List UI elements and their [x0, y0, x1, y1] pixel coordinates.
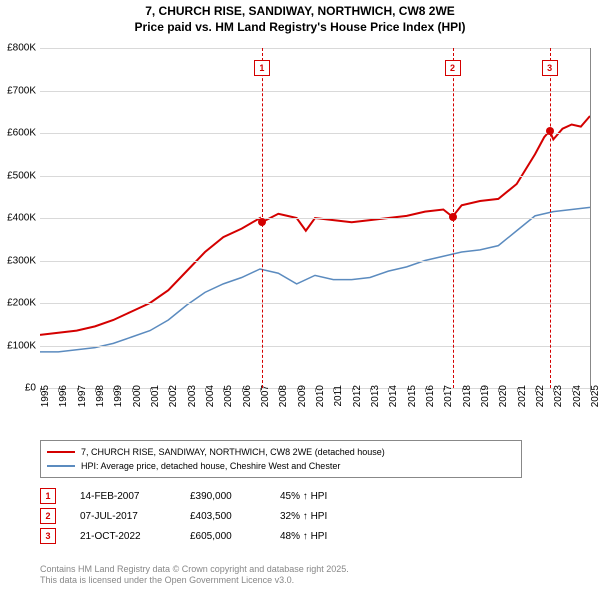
- gridline: [40, 218, 590, 219]
- x-tick-label: 2006: [242, 385, 253, 415]
- event-marker-box: 2: [445, 60, 461, 76]
- gridline: [40, 176, 590, 177]
- event-marker-box: 1: [254, 60, 270, 76]
- chart-area: £0£100K£200K£300K£400K£500K£600K£700K£80…: [40, 48, 590, 408]
- copyright-footer: Contains HM Land Registry data © Crown c…: [40, 564, 349, 586]
- x-tick-label: 2000: [132, 385, 143, 415]
- footer-line-2: This data is licensed under the Open Gov…: [40, 575, 294, 585]
- y-tick-label: £300K: [0, 255, 36, 266]
- x-tick-label: 2023: [553, 385, 564, 415]
- y-tick-label: £700K: [0, 85, 36, 96]
- x-tick-label: 2007: [260, 385, 271, 415]
- title-line-1: 7, CHURCH RISE, SANDIWAY, NORTHWICH, CW8…: [145, 4, 455, 18]
- y-tick-label: £100K: [0, 340, 36, 351]
- x-tick-label: 2005: [223, 385, 234, 415]
- legend-swatch: [47, 451, 75, 453]
- event-pct: 48% ↑ HPI: [280, 531, 390, 542]
- x-tick-label: 2004: [205, 385, 216, 415]
- event-data-point: [546, 127, 554, 135]
- gridline: [40, 133, 590, 134]
- title-line-2: Price paid vs. HM Land Registry's House …: [135, 20, 466, 34]
- x-tick-label: 1996: [58, 385, 69, 415]
- event-number-box: 2: [40, 508, 56, 524]
- x-tick-label: 1999: [113, 385, 124, 415]
- event-row: 3 21-OCT-2022£605,00048% ↑ HPI: [40, 526, 390, 546]
- y-tick-label: £400K: [0, 213, 36, 224]
- y-tick-label: £600K: [0, 128, 36, 139]
- x-tick-label: 2020: [498, 385, 509, 415]
- y-tick-label: £800K: [0, 43, 36, 54]
- event-price: £403,500: [190, 511, 280, 522]
- gridline: [40, 346, 590, 347]
- event-vline: [550, 48, 551, 388]
- x-tick-label: 1997: [77, 385, 88, 415]
- event-number-box: 1: [40, 488, 56, 504]
- event-marker-box: 3: [542, 60, 558, 76]
- footer-line-1: Contains HM Land Registry data © Crown c…: [40, 564, 349, 574]
- legend-swatch: [47, 465, 75, 467]
- x-tick-label: 1998: [95, 385, 106, 415]
- legend-row: HPI: Average price, detached house, Ches…: [47, 459, 515, 473]
- gridline: [40, 91, 590, 92]
- event-pct: 32% ↑ HPI: [280, 511, 390, 522]
- gridline: [40, 261, 590, 262]
- legend-box: 7, CHURCH RISE, SANDIWAY, NORTHWICH, CW8…: [40, 440, 522, 478]
- legend-label: HPI: Average price, detached house, Ches…: [81, 461, 340, 471]
- legend-row: 7, CHURCH RISE, SANDIWAY, NORTHWICH, CW8…: [47, 445, 515, 459]
- x-tick-label: 2014: [388, 385, 399, 415]
- event-date: 07-JUL-2017: [80, 511, 190, 522]
- event-data-point: [258, 218, 266, 226]
- event-price: £390,000: [190, 491, 280, 502]
- x-tick-label: 2013: [370, 385, 381, 415]
- x-tick-label: 2015: [407, 385, 418, 415]
- y-tick-label: £200K: [0, 298, 36, 309]
- y-tick-label: £0: [0, 383, 36, 394]
- x-tick-label: 1995: [40, 385, 51, 415]
- x-tick-label: 2001: [150, 385, 161, 415]
- x-tick-label: 2021: [517, 385, 528, 415]
- event-date: 21-OCT-2022: [80, 531, 190, 542]
- series-hpi: [40, 207, 590, 352]
- legend-label: 7, CHURCH RISE, SANDIWAY, NORTHWICH, CW8…: [81, 447, 385, 457]
- plot-region: £0£100K£200K£300K£400K£500K£600K£700K£80…: [40, 48, 591, 389]
- x-tick-label: 2008: [278, 385, 289, 415]
- x-tick-label: 2024: [572, 385, 583, 415]
- x-tick-label: 2011: [333, 385, 344, 415]
- event-pct: 45% ↑ HPI: [280, 491, 390, 502]
- x-tick-label: 2003: [187, 385, 198, 415]
- chart-container: 7, CHURCH RISE, SANDIWAY, NORTHWICH, CW8…: [0, 0, 600, 590]
- x-tick-label: 2002: [168, 385, 179, 415]
- x-tick-label: 2010: [315, 385, 326, 415]
- gridline: [40, 48, 590, 49]
- x-tick-label: 2016: [425, 385, 436, 415]
- y-tick-label: £500K: [0, 170, 36, 181]
- x-tick-label: 2012: [352, 385, 363, 415]
- x-tick-label: 2018: [462, 385, 473, 415]
- x-tick-label: 2009: [297, 385, 308, 415]
- events-table: 1 14-FEB-2007£390,00045% ↑ HPI 2 07-JUL-201…: [40, 486, 390, 546]
- event-data-point: [449, 213, 457, 221]
- x-tick-label: 2019: [480, 385, 491, 415]
- x-tick-label: 2025: [590, 385, 600, 415]
- chart-title: 7, CHURCH RISE, SANDIWAY, NORTHWICH, CW8…: [0, 0, 600, 35]
- event-price: £605,000: [190, 531, 280, 542]
- event-row: 2 07-JUL-2017£403,50032% ↑ HPI: [40, 506, 390, 526]
- x-tick-label: 2022: [535, 385, 546, 415]
- event-number-box: 3: [40, 528, 56, 544]
- x-tick-label: 2017: [443, 385, 454, 415]
- event-row: 1 14-FEB-2007£390,00045% ↑ HPI: [40, 486, 390, 506]
- event-date: 14-FEB-2007: [80, 491, 190, 502]
- gridline: [40, 303, 590, 304]
